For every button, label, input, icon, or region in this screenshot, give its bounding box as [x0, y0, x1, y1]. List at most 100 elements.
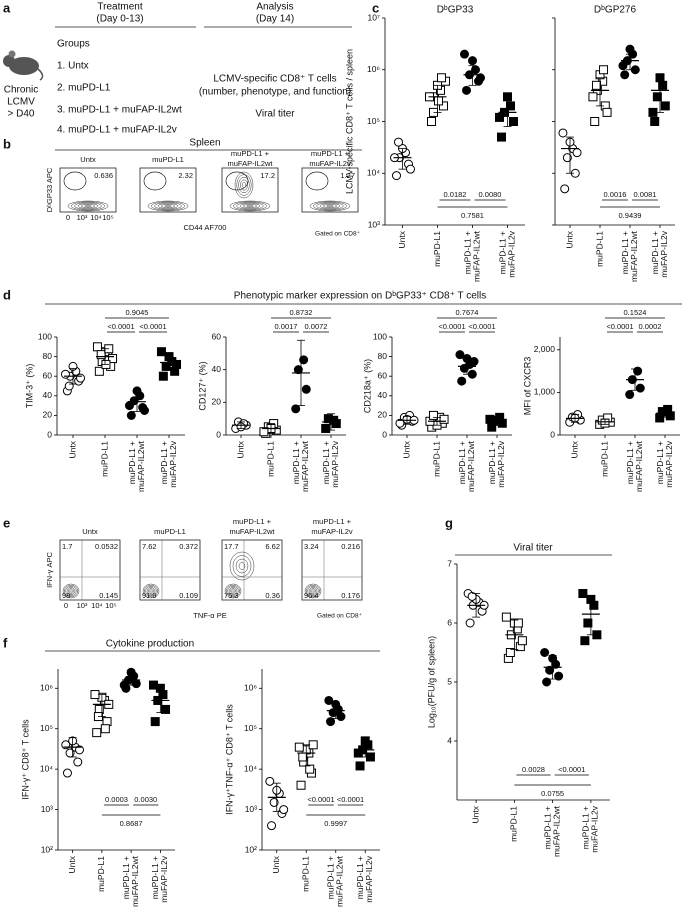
data-point: [434, 96, 443, 106]
data-point: [158, 371, 168, 381]
contour: [238, 562, 246, 570]
p-value: <0.0001: [468, 322, 495, 331]
gate: [225, 171, 249, 191]
x-tick-label: muFAP-IL2v: [364, 855, 374, 903]
data-point: [462, 85, 471, 95]
quadrant-value: 6.62: [265, 542, 280, 551]
data-point: [172, 359, 182, 369]
x-tick-label: muPD-L1 +: [650, 231, 660, 274]
contour: [84, 204, 92, 208]
y-tick-label: 100: [38, 331, 52, 341]
x-tick-label: muPD-L1: [301, 856, 311, 892]
data-point: [298, 752, 308, 762]
x-tick-label: muFAP-IL2v: [590, 805, 600, 853]
contour: [234, 171, 254, 199]
flow-plot: [301, 167, 359, 213]
data-point: [131, 679, 141, 689]
contour: [228, 587, 238, 595]
data-point: [572, 148, 582, 158]
p-value: 0.0003: [105, 795, 128, 804]
data-point: [625, 44, 635, 54]
contour: [311, 589, 315, 593]
panel-label: a: [3, 0, 11, 15]
data-point: [602, 107, 612, 117]
x-tick-label: Untx: [470, 805, 480, 823]
contour: [224, 583, 242, 599]
quadrant-value: 3.24: [304, 542, 319, 551]
gate-value: 2.32: [178, 171, 193, 180]
flow-plot: [59, 167, 117, 213]
x-tick-label: 0: [66, 213, 70, 222]
contour: [226, 584, 240, 598]
readout: Viral titer: [255, 109, 295, 120]
quadrant-value: 0.372: [179, 542, 198, 551]
contour: [313, 201, 347, 211]
group-item: 4. muPD-L1 + muFAP-IL2v: [57, 125, 177, 136]
data-point: [108, 354, 118, 364]
x-tick-label: muPD-L1 +: [542, 806, 552, 849]
y-tick-label: 80: [43, 351, 53, 361]
y-tick-label: 10²: [41, 844, 53, 854]
gate: [143, 171, 167, 191]
data-point: [648, 107, 658, 117]
p-value: 0.0072: [305, 322, 328, 331]
data-point: [150, 717, 160, 727]
panel-label: c: [372, 0, 379, 15]
data-point: [506, 101, 515, 111]
y-tick-label: 40: [378, 390, 388, 400]
y-tick-label: 100: [373, 331, 387, 341]
data-point: [517, 636, 527, 646]
panel-label: d: [3, 287, 11, 302]
p-value: <0.0001: [606, 322, 633, 331]
p-value: 0.0002: [639, 322, 662, 331]
x-axis-label: TNF-α PE: [193, 611, 227, 620]
y-tick-label: 80: [378, 351, 388, 361]
data-point: [296, 780, 306, 790]
y-tick-label: 20: [43, 410, 53, 420]
y-axis-label: DᵇGP33 APC: [45, 167, 54, 212]
data-point: [60, 369, 70, 379]
x-tick-label: muFAP-IL2v: [506, 230, 516, 278]
data-point: [90, 690, 100, 700]
y-tick-label: 2,000: [534, 344, 556, 354]
data-point: [618, 61, 628, 71]
p-value: 0.8732: [290, 308, 313, 317]
data-point: [558, 128, 568, 138]
contour: [238, 176, 250, 194]
p-value: 0.0182: [444, 190, 467, 199]
y-axis-label: CD127⁺ (%): [197, 361, 207, 410]
p-value: 0.7581: [461, 211, 484, 220]
data-point: [501, 612, 511, 622]
x-tick-label: 0: [64, 601, 68, 610]
y-tick-label: 7: [447, 558, 452, 568]
data-point: [476, 73, 485, 83]
data-point: [455, 350, 465, 360]
data-point: [279, 805, 289, 815]
contour: [239, 203, 261, 209]
data-point: [578, 589, 588, 598]
x-tick-label: muFAP-IL2wt: [471, 230, 481, 282]
p-value: 0.0030: [134, 795, 157, 804]
x-tick-label: muPD-L1: [96, 856, 106, 892]
p-value: <0.0001: [139, 322, 166, 331]
x-tick-label: muPD-L1: [431, 441, 441, 477]
contour: [319, 203, 341, 209]
contour: [69, 589, 73, 593]
y-tick-label: 20: [212, 397, 222, 407]
data-point: [457, 376, 467, 386]
x-tick-label: 10⁵: [105, 601, 116, 610]
quadrant-value: 0.109: [179, 591, 198, 600]
data-point: [301, 384, 311, 394]
data-point: [119, 680, 129, 690]
p-value: 0.9045: [126, 308, 149, 317]
contour: [236, 202, 264, 210]
x-tick-label: muPD-L1: [99, 441, 109, 477]
gate-note: Gated on CD8⁺: [315, 231, 361, 238]
panel-label: g: [445, 515, 453, 530]
contour: [161, 204, 175, 208]
p-value: <0.0001: [438, 322, 465, 331]
plot-label: Untx: [82, 527, 98, 536]
data-point: [660, 101, 670, 111]
